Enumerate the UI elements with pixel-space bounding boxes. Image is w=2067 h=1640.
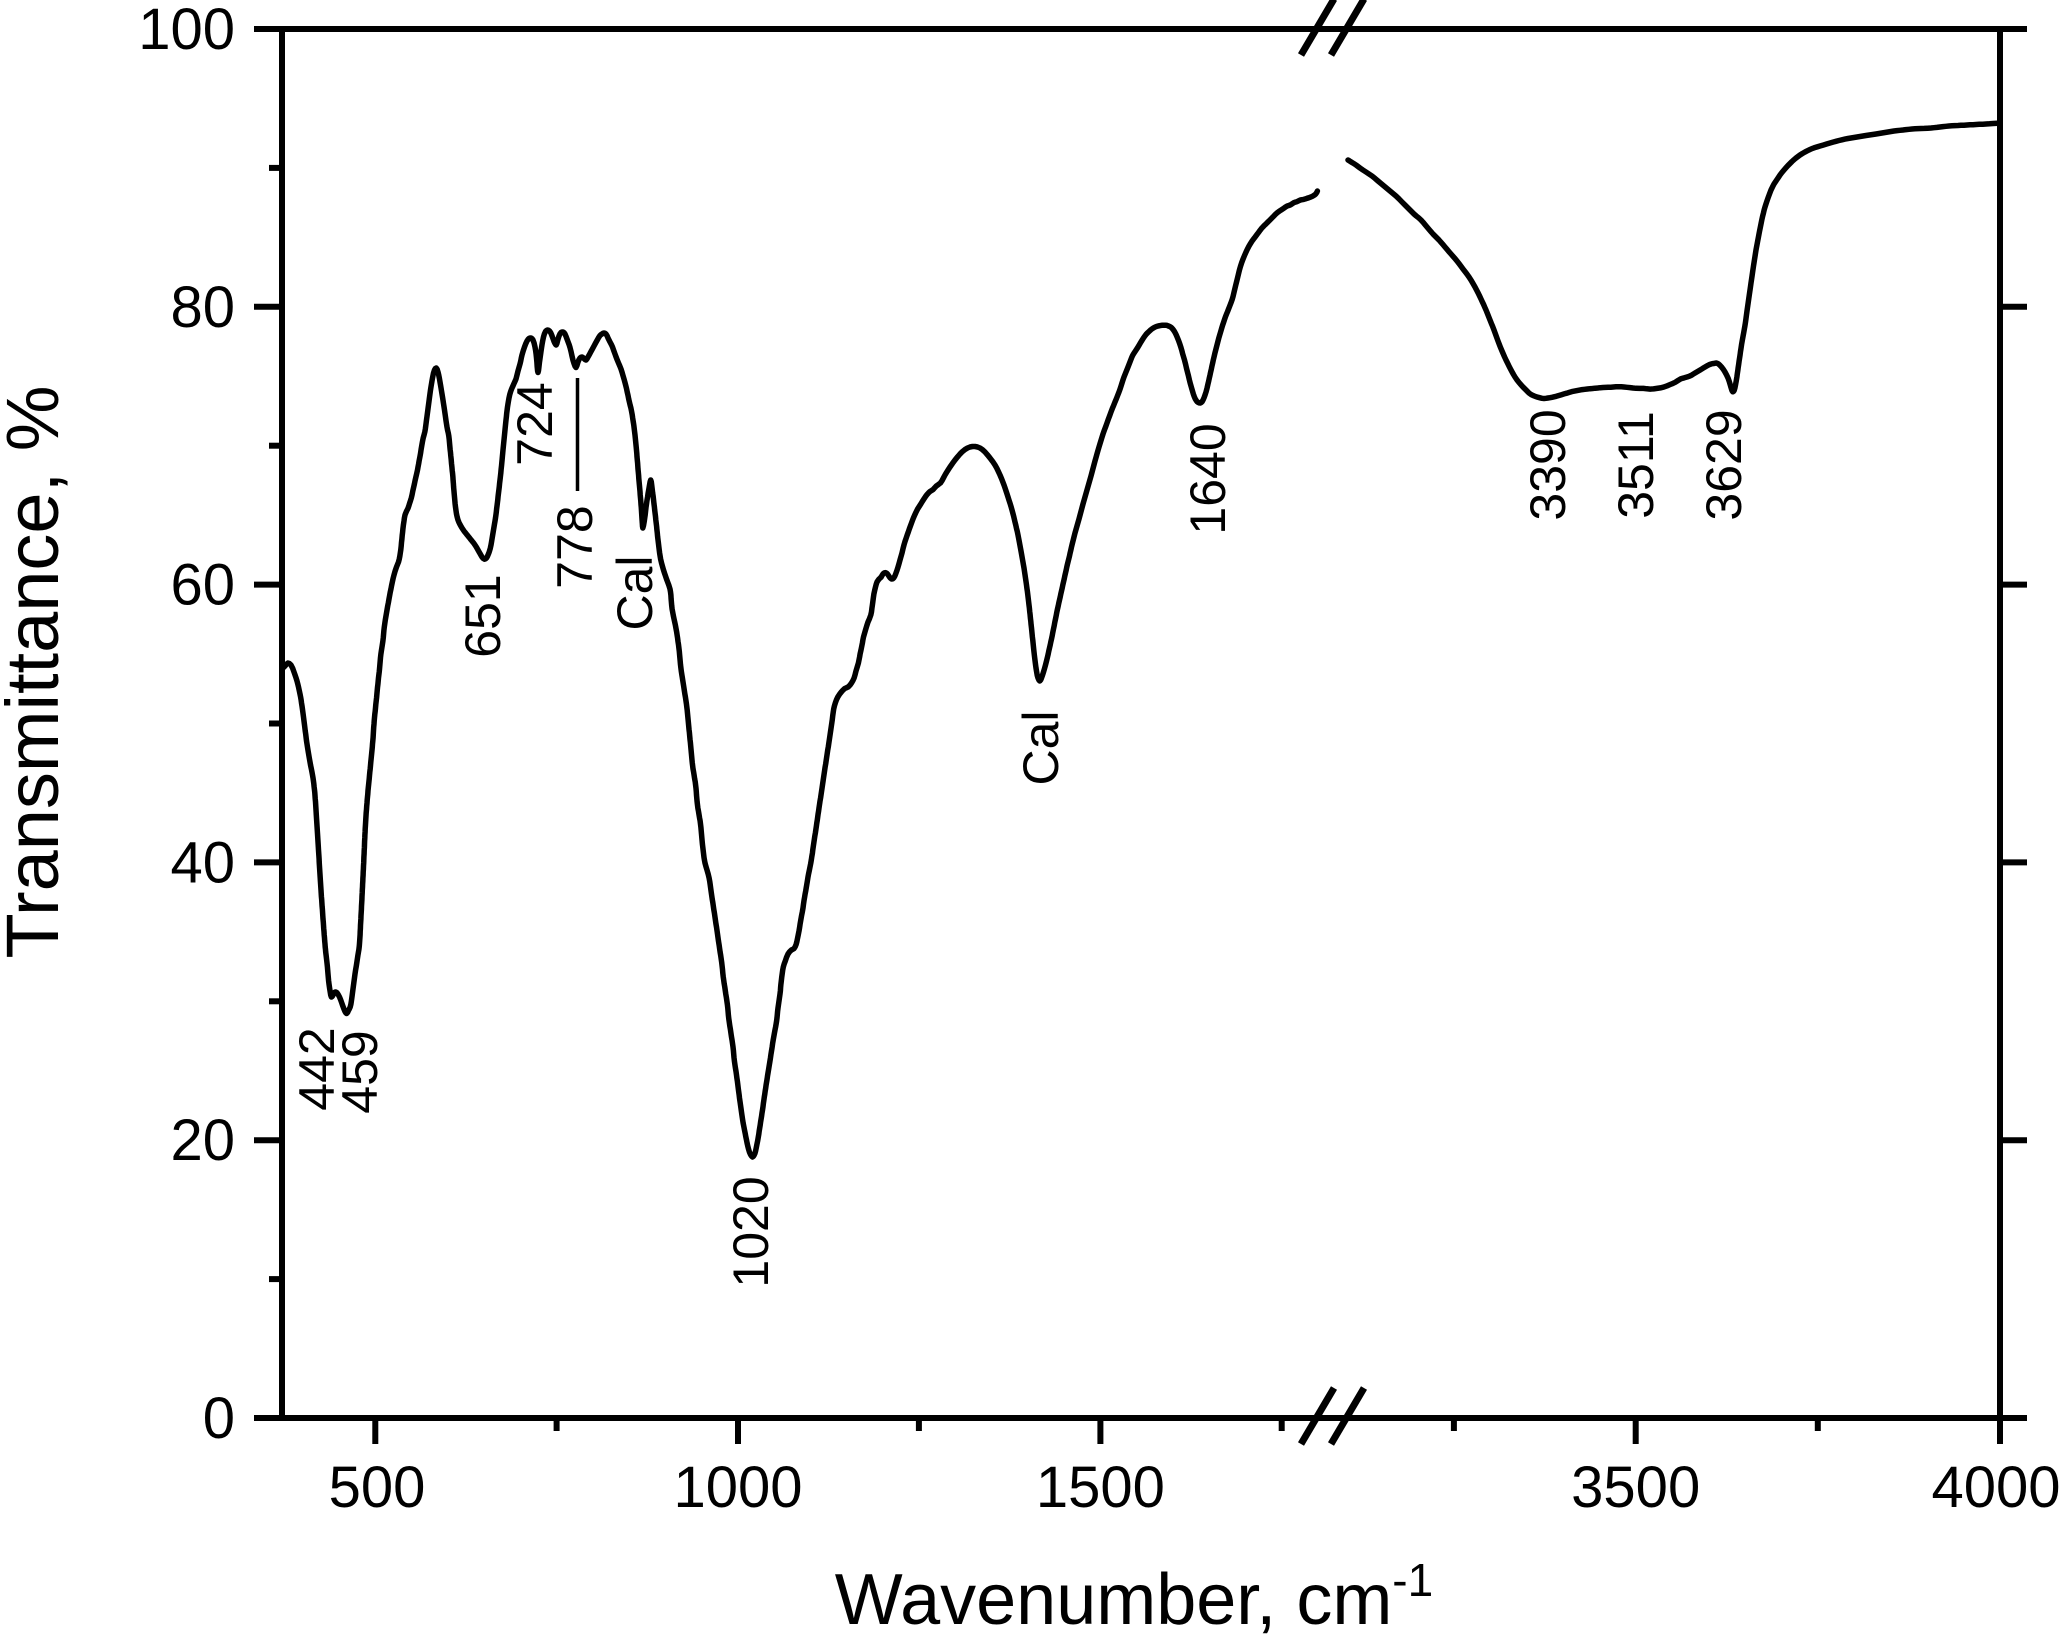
svg-text:500: 500 (329, 1455, 426, 1520)
svg-text:0: 0 (203, 1386, 235, 1451)
svg-text:3511: 3511 (1608, 411, 1664, 519)
svg-text:442: 442 (289, 1027, 345, 1110)
svg-text:1020: 1020 (723, 1176, 779, 1287)
svg-text:100: 100 (138, 0, 235, 62)
svg-text:4000: 4000 (1931, 1455, 2060, 1520)
svg-text:3500: 3500 (1571, 1455, 1700, 1520)
svg-text:1500: 1500 (1036, 1455, 1165, 1520)
svg-text:60: 60 (170, 553, 235, 618)
svg-text:20: 20 (170, 1108, 235, 1173)
svg-text:3629: 3629 (1696, 409, 1752, 520)
svg-text:724: 724 (507, 382, 563, 465)
svg-text:Cal: Cal (1013, 710, 1069, 785)
svg-text:459: 459 (332, 1030, 388, 1113)
svg-text:1000: 1000 (673, 1455, 802, 1520)
svg-text:651: 651 (455, 574, 511, 657)
svg-text:Wavenumber, cm-1: Wavenumber, cm-1 (835, 1554, 1433, 1635)
svg-text:80: 80 (170, 275, 235, 340)
svg-text:40: 40 (170, 830, 235, 895)
svg-text:778: 778 (547, 505, 603, 588)
svg-text:Transmittance, %: Transmittance, % (0, 386, 74, 959)
svg-text:3390: 3390 (1520, 409, 1576, 520)
svg-text:Cal: Cal (607, 555, 663, 630)
svg-text:1640: 1640 (1180, 423, 1236, 534)
